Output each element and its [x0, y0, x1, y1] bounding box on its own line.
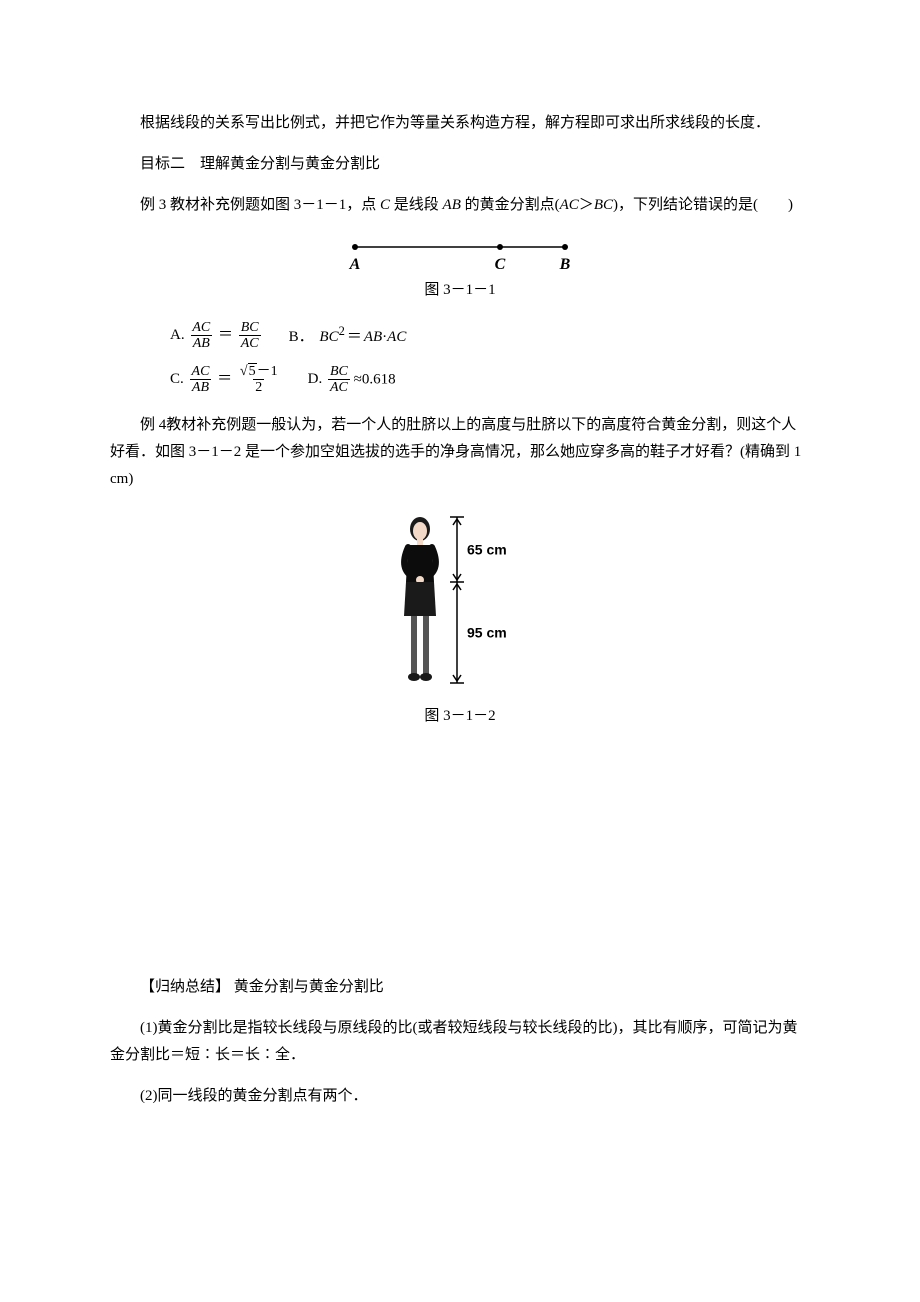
- goal2-title: 目标二 理解黄金分割与黄金分割比: [110, 151, 810, 178]
- ex3-AC: AC: [560, 197, 579, 213]
- option-C: C. AC AB ＝ 5－1 2: [170, 364, 280, 396]
- intro-paragraph: 根据线段的关系写出比例式，并把它作为等量关系构造方程，解方程即可求出所求线段的长…: [110, 110, 810, 137]
- ex3-C: C: [380, 197, 390, 213]
- options-row-1: A. AC AB ＝ BC AC B． BC2＝AB·AC: [170, 320, 810, 352]
- optC-num: 5－1: [238, 364, 280, 379]
- fig1-caption: 图 3－1－1: [110, 277, 810, 304]
- options-block: A. AC AB ＝ BC AC B． BC2＝AB·AC C. AC AB ＝: [170, 320, 810, 396]
- spacer: [110, 744, 810, 974]
- optA-d1: AB: [191, 335, 212, 351]
- optB-sup: 2: [339, 324, 345, 338]
- ex3-mid1: 是线段: [390, 197, 443, 213]
- optC-sqrt: 5: [248, 363, 257, 379]
- ex3-end: )，下列结论错误的是( ): [613, 197, 793, 213]
- sqrt-icon: 5: [240, 364, 257, 379]
- summary-1: (1)黄金分割比是指较长线段与原线段的比(或者较短线段与较长线段的比)，其比有顺…: [110, 1015, 810, 1069]
- option-D: D. BC AC ≈0.618: [308, 364, 396, 396]
- example3-paragraph: 例 3 教材补充例题如图 3－1－1，点 C 是线段 AB 的黄金分割点(AC＞…: [110, 192, 810, 219]
- ex3-BC: BC: [594, 197, 613, 213]
- ex3-AB: AB: [443, 197, 461, 213]
- options-row-2: C. AC AB ＝ 5－1 2 D. BC AC ≈0.618: [170, 364, 810, 396]
- optA-n1: AC: [190, 320, 212, 335]
- svg-text:65 cm: 65 cm: [467, 541, 507, 557]
- fig1-svg: ACB: [345, 233, 575, 271]
- optC-d1: AB: [190, 379, 211, 395]
- optD-n1: BC: [328, 364, 350, 379]
- option-B: B． BC2＝AB·AC: [289, 320, 407, 351]
- optA-d2: AC: [239, 335, 261, 351]
- svg-text:A: A: [349, 256, 361, 271]
- optA-frac2: BC AC: [239, 320, 261, 352]
- summary-title: 【归纳总结】 黄金分割与黄金分割比: [110, 974, 810, 1001]
- optC-label: C.: [170, 371, 184, 387]
- optB-label: B．: [289, 329, 314, 345]
- optD-label: D.: [308, 371, 323, 387]
- ex3-prefix: 例 3 教材补充例题如图 3－1－1，点: [140, 197, 380, 213]
- optB-eq: ＝: [345, 329, 364, 345]
- fig2-svg: 65 cm 95 cm: [365, 507, 555, 697]
- optC-frac1: AC AB: [190, 364, 212, 396]
- ex3-mid2: 的黄金分割点(: [461, 197, 560, 213]
- ex3-gt: ＞: [579, 197, 594, 213]
- optC-frac2: 5－1 2: [238, 364, 280, 396]
- optD-d1: AC: [328, 379, 350, 395]
- figure-3-1-2: 65 cm 95 cm 图 3－1－2: [110, 507, 810, 730]
- optB-r1: AB: [364, 329, 382, 345]
- optB-lhs: BC: [319, 329, 338, 345]
- optD-approx: ≈0.618: [354, 371, 396, 387]
- svg-text:B: B: [559, 256, 571, 271]
- svg-text:C: C: [495, 256, 506, 271]
- optA-label: A.: [170, 327, 185, 343]
- optB-r2: AC: [387, 329, 406, 345]
- optC-n1: AC: [190, 364, 212, 379]
- optA-eq: ＝: [216, 327, 235, 343]
- optC-den: 2: [253, 379, 264, 395]
- fig2-caption: 图 3－1－2: [110, 703, 810, 730]
- optD-frac: BC AC: [328, 364, 350, 396]
- figure-3-1-1: A C B 图 3－1－1: [110, 233, 810, 304]
- example4-paragraph: 例 4教材补充例题一般认为，若一个人的肚脐以上的高度与肚脐以下的高度符合黄金分割…: [110, 412, 810, 493]
- svg-text:95 cm: 95 cm: [467, 624, 507, 640]
- optA-n2: BC: [239, 320, 261, 335]
- option-A: A. AC AB ＝ BC AC: [170, 320, 261, 352]
- optA-frac1: AC AB: [190, 320, 212, 352]
- optC-m1: －1: [257, 364, 278, 379]
- optC-eq: ＝: [215, 371, 234, 387]
- summary-2: (2)同一线段的黄金分割点有两个．: [110, 1083, 810, 1110]
